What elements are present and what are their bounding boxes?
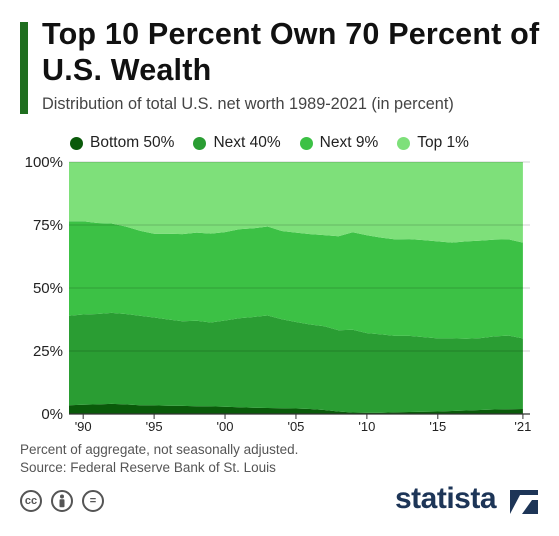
note-text: Percent of aggregate, not seasonally adj… [20,442,299,457]
nd-icon[interactable]: = [82,490,104,512]
legend-item: Next 9% [299,134,379,152]
legend-label: Bottom 50% [90,134,175,151]
statista-logo-icon [510,490,538,514]
y-tick-label: 75% [33,217,63,234]
stacked-area-chart: 0% 25% 50% 75% 100% '90 '95 '00 '05 '10 '15 '21 [25,154,532,434]
legend-label: Top 1% [417,134,469,151]
area-series-top-1- [69,162,523,243]
x-tick-label: '00 [217,419,234,434]
x-tick-label: '15 [429,419,446,434]
page-subtitle: Distribution of total U.S. net worth 198… [42,95,454,113]
legend-item: Next 40% [193,134,281,152]
legend-swatch [299,136,313,150]
footer: cc = statista [0,482,559,536]
cc-icon[interactable]: cc [20,490,42,512]
y-tick-label: 50% [33,280,63,297]
page-title: Top 10 Percent Own 70 Percent of U.S. We… [42,17,540,87]
y-tick-label: 0% [41,406,63,423]
x-tick-label: '21 [514,419,531,434]
y-tick-label: 100% [25,154,63,171]
statista-logo-text[interactable]: statista [395,482,497,515]
chart-notes: Percent of aggregate, not seasonally adj… [20,441,298,477]
legend-swatch [193,136,207,150]
person-icon [59,494,65,508]
legend-item: Top 1% [397,134,469,152]
area-series-bottom-50- [69,403,523,414]
y-tick-label: 25% [33,343,63,360]
title-accent-bar [20,22,28,114]
x-tick-label: '90 [75,419,92,434]
legend-swatch [397,136,411,150]
area-series-next-40- [69,312,523,413]
by-icon[interactable] [51,490,73,512]
legend-label: Next 40% [213,134,281,151]
x-tick-label: '05 [287,419,304,434]
area-series-next-9- [69,221,523,339]
x-tick-label: '95 [146,419,163,434]
chart-legend: Bottom 50% Next 40% Next 9% Top 1% [70,134,469,152]
legend-swatch [70,136,83,150]
legend-label: Next 9% [319,134,379,151]
x-tick-label: '10 [358,419,375,434]
legend-item: Bottom 50% [70,134,174,152]
source-text: Source: Federal Reserve Bank of St. Loui… [20,460,276,475]
